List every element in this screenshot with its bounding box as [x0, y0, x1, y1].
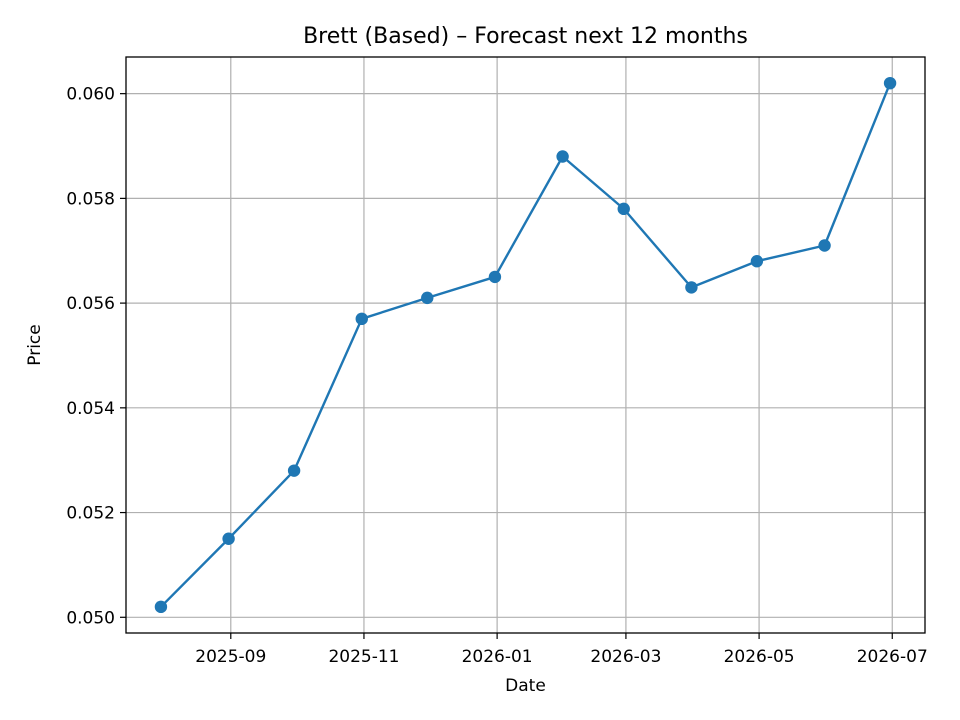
series-layer	[154, 76, 897, 614]
data-point	[617, 202, 630, 216]
data-point	[154, 600, 168, 614]
x-tick-label: 2025-09	[195, 647, 266, 667]
x-tick-label: 2026-03	[590, 647, 661, 667]
y-tick-label: 0.060	[66, 85, 115, 105]
y-tick-label: 0.056	[66, 294, 115, 314]
data-point	[222, 532, 235, 545]
data-point	[556, 150, 569, 163]
x-tick-label: 2026-05	[724, 647, 795, 667]
x-axis-label: Date	[505, 676, 546, 696]
data-point	[883, 76, 897, 90]
plot-frame	[125, 56, 926, 634]
x-tick-label: 2025-11	[328, 647, 399, 667]
x-tick-label: 2026-07	[857, 647, 928, 667]
y-tick-label: 0.052	[66, 504, 115, 524]
y-axis-label: Price	[25, 324, 45, 365]
y-tick-label: 0.050	[66, 608, 115, 628]
y-tick-label: 0.054	[66, 399, 115, 419]
data-point	[488, 270, 502, 284]
data-point	[750, 255, 764, 268]
data-point	[818, 239, 831, 252]
y-tick-label: 0.058	[66, 189, 115, 209]
series-line	[160, 82, 892, 608]
data-point	[685, 281, 698, 294]
chart-title: Brett (Based) – Forecast next 12 months	[303, 24, 748, 49]
axis-ticks: 2025-09 2025-11 2026-01 2026-03 2026-05 2026-…	[66, 85, 927, 667]
x-tick-label: 2026-01	[462, 647, 533, 667]
data-point	[355, 312, 368, 326]
data-point	[421, 291, 434, 305]
grid-lines	[126, 57, 925, 633]
data-point	[287, 464, 301, 477]
